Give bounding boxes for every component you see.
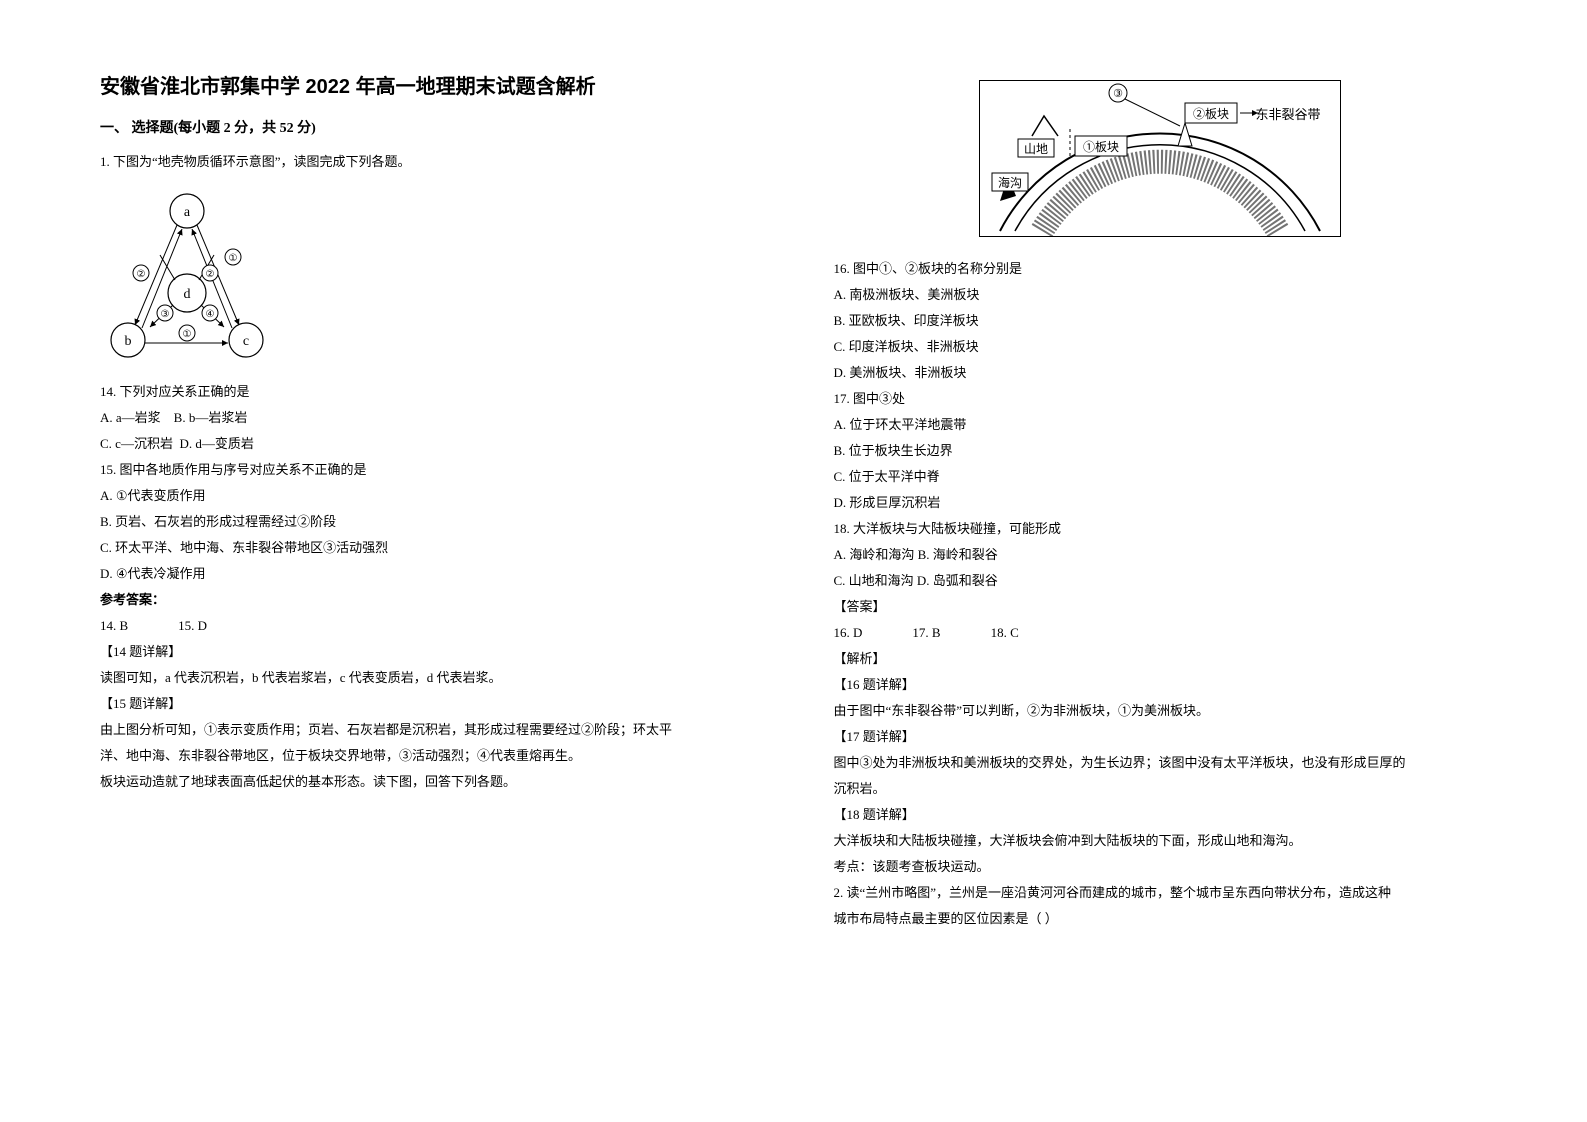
bridge-text: 板块运动造就了地球表面高低起伏的基本形态。读下图，回答下列各题。 bbox=[100, 769, 754, 795]
q16: 16. 图中①、②板块的名称分别是 bbox=[834, 256, 1488, 282]
ref-answers-heading: 参考答案： bbox=[100, 587, 754, 613]
left-column: 安徽省淮北市郭集中学 2022 年高一地理期末试题含解析 一、 选择题(每小题 … bbox=[100, 70, 754, 1082]
node-a: a bbox=[184, 205, 191, 220]
plate2-label: ②板块 bbox=[1193, 107, 1229, 121]
answers-14-15: 14. B 15. D bbox=[100, 613, 754, 639]
node-d: d bbox=[184, 287, 191, 302]
q17B: B. 位于板块生长边界 bbox=[834, 438, 1488, 464]
kaodian: 考点：该题考查板块运动。 bbox=[834, 854, 1488, 880]
plate-svg: ③ ②板块 东非裂谷带 山地 ①板块 海沟 bbox=[980, 81, 1340, 236]
e18-text: 大洋板块和大陆板块碰撞，大洋板块会俯冲到大陆板块的下面，形成山地和海沟。 bbox=[834, 828, 1488, 854]
e18-heading: 【18 题详解】 bbox=[834, 802, 1488, 828]
doc-title: 安徽省淮北市郭集中学 2022 年高一地理期末试题含解析 bbox=[100, 70, 754, 99]
e16-text: 由于图中“东非裂谷带”可以判断，②为非洲板块，①为美洲板块。 bbox=[834, 698, 1488, 724]
node-b: b bbox=[125, 334, 132, 349]
q14D: D. d—变质岩 bbox=[179, 436, 253, 451]
diagram-plate: ③ ②板块 东非裂谷带 山地 ①板块 海沟 bbox=[834, 80, 1488, 242]
label-2b: ② bbox=[206, 269, 215, 280]
e17-heading: 【17 题详解】 bbox=[834, 724, 1488, 750]
q18A: A. 海岭和海沟 bbox=[834, 547, 915, 562]
mountain-label: 山地 bbox=[1024, 142, 1048, 156]
rift-label: 东非裂谷带 bbox=[1256, 107, 1321, 122]
q17C: C. 位于太平洋中脊 bbox=[834, 464, 1488, 490]
trench-label: 海沟 bbox=[998, 175, 1022, 190]
q15: 15. 图中各地质作用与序号对应关系不正确的是 bbox=[100, 457, 754, 483]
section1-heading: 一、 选择题(每小题 2 分，共 52 分) bbox=[100, 117, 754, 137]
answers-16-18: 16. D 17. B 18. C bbox=[834, 620, 1488, 646]
jiexi-heading: 【解析】 bbox=[834, 646, 1488, 672]
label-4: ④ bbox=[206, 309, 215, 320]
q14-opts2: C. c—沉积岩 D. d—变质岩 bbox=[100, 431, 754, 457]
q14-opts: A. a—岩浆 B. b—岩浆岩 bbox=[100, 405, 754, 431]
q16A: A. 南极洲板块、美洲板块 bbox=[834, 282, 1488, 308]
q18: 18. 大洋板块与大陆板块碰撞，可能形成 bbox=[834, 516, 1488, 542]
q16D: D. 美洲板块、非洲板块 bbox=[834, 360, 1488, 386]
e16-heading: 【16 题详解】 bbox=[834, 672, 1488, 698]
e17-text2: 沉积岩。 bbox=[834, 776, 1488, 802]
e15-text2: 洋、地中海、东非裂谷带地区，位于板块交界地带，③活动强烈；④代表重熔再生。 bbox=[100, 743, 754, 769]
answers-heading: 【答案】 bbox=[834, 594, 1488, 620]
q17D: D. 形成巨厚沉积岩 bbox=[834, 490, 1488, 516]
a16: 16. D bbox=[834, 620, 863, 646]
q2-line1: 2. 读“兰州市略图”，兰州是一座沿黄河河谷而建成的城市，整个城市呈东西向带状分… bbox=[834, 880, 1488, 906]
q14: 14. 下列对应关系正确的是 bbox=[100, 379, 754, 405]
a14: 14. B bbox=[100, 613, 128, 639]
rock-cycle-svg: a b c d ① ② bbox=[100, 185, 275, 365]
a18: 18. C bbox=[991, 620, 1019, 646]
q14C: C. c—沉积岩 bbox=[100, 436, 173, 451]
label-1b: ① bbox=[183, 329, 192, 340]
e15-heading: 【15 题详解】 bbox=[100, 691, 754, 717]
q16C: C. 印度洋板块、非洲板块 bbox=[834, 334, 1488, 360]
a15: 15. D bbox=[178, 613, 207, 639]
plate-label-3: ③ bbox=[1113, 88, 1123, 100]
q18-row2: C. 山地和海沟 D. 岛弧和裂谷 bbox=[834, 568, 1488, 594]
diagram-rock-cycle: a b c d ① ② bbox=[100, 185, 754, 365]
q18D: D. 岛弧和裂谷 bbox=[917, 573, 998, 588]
q15C: C. 环太平洋、地中海、东非裂谷带地区③活动强烈 bbox=[100, 535, 754, 561]
right-column: ③ ②板块 东非裂谷带 山地 ①板块 海沟 16. 图中①、②板块的名称分别是 … bbox=[834, 70, 1488, 1082]
q18C: C. 山地和海沟 bbox=[834, 573, 914, 588]
plate1-label: ①板块 bbox=[1083, 140, 1119, 154]
q15A: A. ①代表变质作用 bbox=[100, 483, 754, 509]
a17: 17. B bbox=[912, 620, 940, 646]
q15D: D. ④代表冷凝作用 bbox=[100, 561, 754, 587]
q14B: B. b—岩浆岩 bbox=[174, 410, 248, 425]
q18-row1: A. 海岭和海沟 B. 海岭和裂谷 bbox=[834, 542, 1488, 568]
q17: 17. 图中③处 bbox=[834, 386, 1488, 412]
node-c: c bbox=[243, 334, 249, 349]
label-2a: ② bbox=[137, 269, 146, 280]
label-1: ① bbox=[229, 253, 238, 264]
label-3: ③ bbox=[161, 309, 170, 320]
q1-intro: 1. 下图为“地壳物质循环示意图”，读图完成下列各题。 bbox=[100, 149, 754, 175]
q16B: B. 亚欧板块、印度洋板块 bbox=[834, 308, 1488, 334]
q15B: B. 页岩、石灰岩的形成过程需经过②阶段 bbox=[100, 509, 754, 535]
q18B: B. 海岭和裂谷 bbox=[918, 547, 998, 562]
q17A: A. 位于环太平洋地震带 bbox=[834, 412, 1488, 438]
q2-line2: 城市布局特点最主要的区位因素是（ ） bbox=[834, 906, 1488, 932]
e14-text: 读图可知，a 代表沉积岩，b 代表岩浆岩，c 代表变质岩，d 代表岩浆。 bbox=[100, 665, 754, 691]
e14-heading: 【14 题详解】 bbox=[100, 639, 754, 665]
q14A: A. a—岩浆 bbox=[100, 410, 161, 425]
e17-text1: 图中③处为非洲板块和美洲板块的交界处，为生长边界；该图中没有太平洋板块，也没有形… bbox=[834, 750, 1488, 776]
e15-text1: 由上图分析可知，①表示变质作用；页岩、石灰岩都是沉积岩，其形成过程需要经过②阶段… bbox=[100, 717, 754, 743]
